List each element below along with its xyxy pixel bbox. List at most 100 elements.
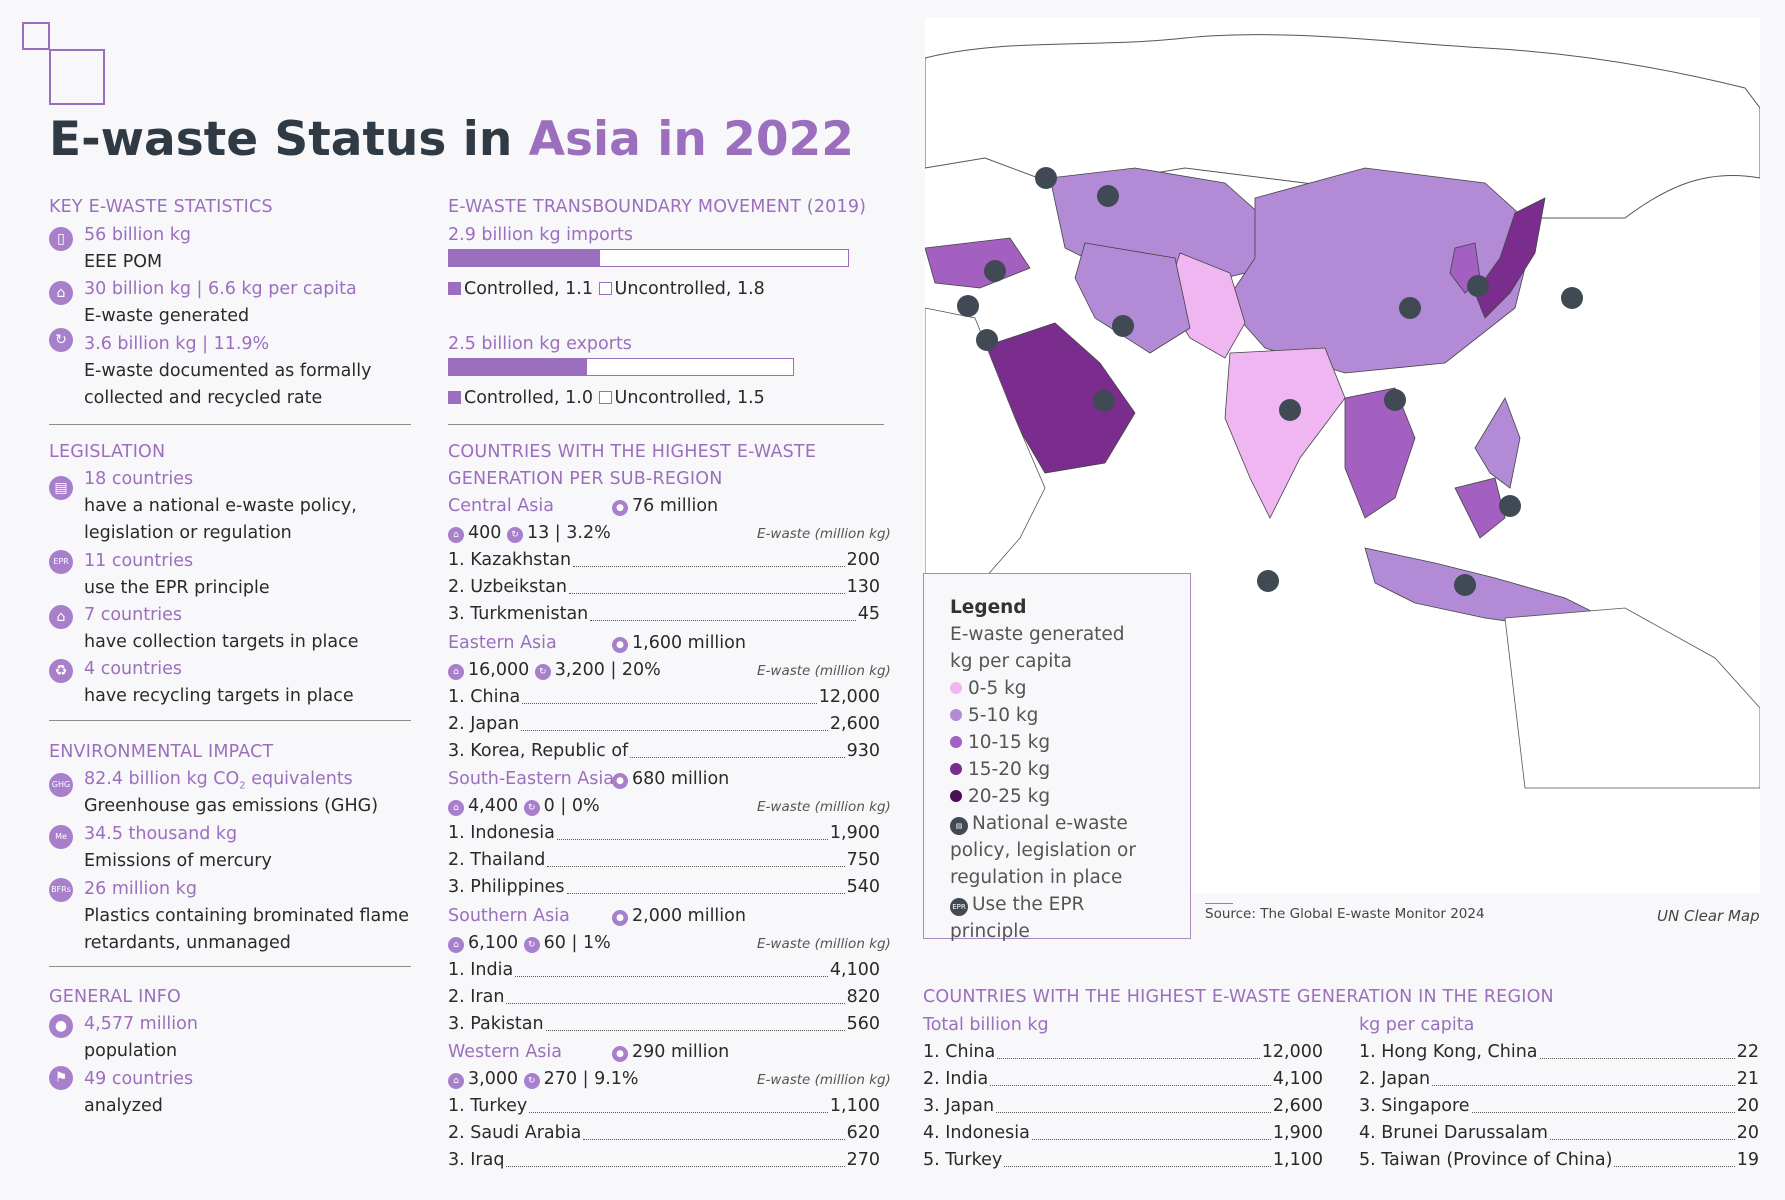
env-mercury-value: 34.5 thousand kg (84, 824, 238, 844)
subregion-country-row-name: 3. Pakistan (448, 1013, 544, 1034)
map-legend: Legend E-waste generated kg per capita 0… (923, 573, 1191, 942)
dot-leader (556, 820, 828, 840)
subregion-country-row-name: 2. Iran (448, 986, 505, 1007)
region-percapita-row-name: 1. Hong Kong, China (1359, 1042, 1538, 1062)
subregion-country-row: 1. Turkey 1,100 (448, 1093, 880, 1120)
subregion-country-row: 2. Uzbeikstan 130 (448, 574, 880, 601)
subregion-country-row: 3. Pakistan 560 (448, 1011, 880, 1038)
env-mercury-label: Emissions of mercury (84, 851, 272, 871)
legislation-collection-value: 7 countries (84, 605, 183, 625)
subregion-country-row-name: 2. Japan (448, 713, 520, 734)
subregion-country-row: 1. Kazakhstan 200 (448, 547, 880, 574)
map-marker (984, 260, 1006, 282)
region-percapita-row-name: 4. Brunei Darussalam (1359, 1123, 1548, 1143)
ghg-icon: GHG (49, 773, 73, 797)
bin-icon: ⌂ (448, 800, 464, 816)
asia-map (925, 18, 1760, 893)
recycle-icon: ↻ (534, 663, 551, 680)
subregion-country-row-value: 750 (846, 850, 880, 870)
unit-label: E-waste (million kg) (757, 662, 891, 679)
region-percapita-row-value: 22 (1736, 1042, 1759, 1062)
recycle-icon: ↻ (523, 936, 540, 953)
subregion-population: ● 76 million (612, 493, 718, 520)
region-top-heading: COUNTRIES WITH THE HIGHEST E-WASTE GENER… (923, 987, 1554, 1007)
subregion-country-row-value: 12,000 (818, 686, 880, 707)
subregion-country-row: 2. Iran 820 (448, 984, 880, 1011)
recycle-icon: ↻ (523, 800, 540, 816)
subregion-country-row-value: 45 (857, 604, 880, 624)
legislation-policy-label-1: have a national e-waste policy, (84, 496, 357, 516)
map-marker (1384, 389, 1406, 411)
subregion-stats: ⌂ 3,000 ↻ 270 | 9.1% (448, 1066, 639, 1093)
legend-swatch (950, 790, 962, 802)
stat-collected-label-1: E-waste documented as formally (84, 361, 372, 381)
region-total-row-value: 2,600 (1272, 1096, 1323, 1116)
imports-legend: Controlled, 1.1 Uncontrolled, 1.8 (448, 276, 765, 303)
region-percapita-row-name: 5. Taiwan (Province of China) (1359, 1150, 1613, 1170)
region-percapita-row: 2. Japan 21 (1359, 1066, 1759, 1093)
document-icon: ▤ (49, 476, 73, 500)
legend-policy-2: policy, legislation or (950, 840, 1136, 861)
legend-swatch (950, 763, 962, 775)
subregion-country-row-name: 2. Saudi Arabia (448, 1123, 582, 1143)
region-total-row: 2. India 4,100 (923, 1066, 1323, 1093)
subregion-stats: ⌂ 16,000 ↻ 3,200 | 20% (448, 657, 661, 684)
imports-label: 2.9 billion kg imports (448, 225, 634, 245)
dot-leader (1614, 1147, 1735, 1167)
dot-leader (521, 711, 828, 731)
person-icon: ● (612, 909, 628, 926)
subregion-stats: ⌂ 400 ↻ 13 | 3.2% (448, 520, 611, 547)
legislation-recycling-label: have recycling targets in place (84, 686, 354, 706)
map-marker (1035, 167, 1057, 189)
general-countries-value: 49 countries (84, 1069, 194, 1089)
region-total-row-name: 5. Turkey (923, 1150, 1003, 1170)
legend-title: Legend (950, 597, 1027, 618)
general-countries-label: analyzed (84, 1096, 163, 1116)
stat-eee-value: 56 billion kg (84, 225, 191, 245)
exports-controlled-fill (449, 359, 587, 375)
legend-swatch (950, 736, 962, 748)
subregion-heading-2: GENERATION PER SUB-REGION (448, 469, 723, 489)
stat-generated-label: E-waste generated (84, 306, 250, 326)
subregion-country-row-value: 270 (846, 1150, 880, 1170)
subregion-population: ● 2,000 million (612, 903, 746, 930)
recycle-icon: ↻ (49, 328, 73, 352)
region-total-row-value: 1,900 (1272, 1123, 1323, 1143)
region-total-row-name: 3. Japan (923, 1096, 995, 1116)
subregion-country-row-value: 820 (846, 986, 880, 1007)
divider (49, 966, 411, 967)
legend-epr: EPR Use the EPR principle (950, 894, 1085, 942)
subregion-country-row-name: 1. Indonesia (448, 823, 555, 843)
region-percapita-row-value: 19 (1736, 1150, 1759, 1170)
dot-leader (522, 684, 817, 704)
subregion-country-row: 1. India 4,100 (448, 957, 880, 984)
dot-leader (573, 547, 845, 567)
subregion-country-row: 3. Iraq 270 (448, 1147, 880, 1174)
dot-leader (1004, 1147, 1271, 1167)
person-icon: ● (49, 1014, 73, 1038)
subregion-country-row: 3. Turkmenistan 45 (448, 601, 880, 628)
australia-land (1504, 607, 1760, 789)
dot-leader (997, 1039, 1260, 1059)
source-rule (1205, 903, 1233, 904)
subregion-stats: ⌂ 6,100 ↻ 60 | 1% (448, 930, 611, 957)
region-total-row: 5. Turkey 1,100 (923, 1147, 1323, 1174)
region-total-row: 4. Indonesia 1,900 (923, 1120, 1323, 1147)
legislation-epr-label: use the EPR principle (84, 578, 270, 598)
legend-class: 15-20 kg (950, 756, 1164, 783)
dot-leader (996, 1093, 1271, 1113)
subregion-country-row-name: 2. Uzbeikstan (448, 577, 567, 597)
imports-controlled-fill (449, 250, 601, 266)
source-text: Source: The Global E-waste Monitor 2024 (1205, 906, 1485, 922)
dot-leader (506, 984, 845, 1004)
unit-label: E-waste (million kg) (757, 1072, 891, 1088)
region-percapita-row-value: 20 (1736, 1123, 1759, 1143)
stat-collected-value: 3.6 billion kg | 11.9% (84, 334, 270, 354)
subregion-country-row: 2. Thailand 750 (448, 847, 880, 874)
legend-swatch (950, 709, 962, 721)
subregion-country-row-value: 2,600 (829, 713, 880, 734)
subregion-name: Southern Asia (448, 905, 570, 926)
map-marker (1399, 297, 1421, 319)
collection-bin-icon: ⌂ (49, 605, 73, 629)
dot-leader (990, 1066, 1271, 1086)
